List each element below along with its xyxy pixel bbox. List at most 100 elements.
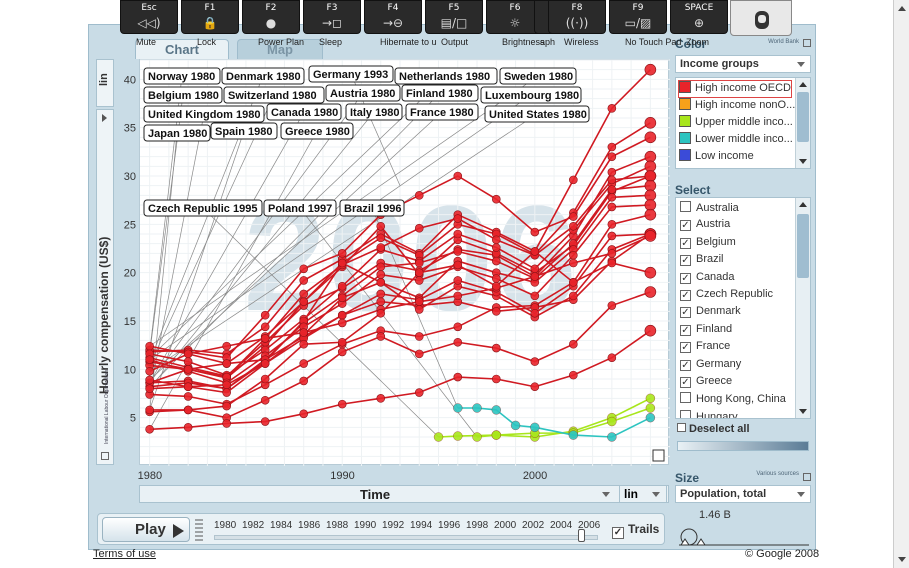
key-space[interactable]: SPACE ⊕ (670, 0, 728, 34)
key-f1[interactable]: F1 🔒 (181, 0, 239, 34)
data-point[interactable] (222, 380, 231, 390)
bubble-label-box[interactable] (499, 67, 577, 85)
bubble-label-box[interactable] (143, 67, 221, 85)
country-item[interactable]: ✓ Finland (680, 323, 732, 339)
data-point[interactable] (414, 297, 424, 306)
data-point[interactable] (337, 347, 347, 357)
data-point[interactable] (644, 230, 657, 242)
country-checkbox[interactable]: ✓ (680, 307, 691, 319)
data-point[interactable] (472, 432, 482, 442)
data-point[interactable] (607, 104, 617, 113)
country-checkbox[interactable]: ✓ (680, 324, 691, 336)
page-scrollbar[interactable] (893, 0, 909, 568)
data-point[interactable] (644, 117, 657, 129)
bubble-label-box[interactable] (394, 67, 498, 85)
data-point[interactable] (299, 376, 309, 386)
data-point[interactable] (414, 305, 424, 314)
key-f9[interactable]: F9 ▭/▨ (609, 0, 667, 34)
data-point[interactable] (376, 332, 386, 341)
bubble-label-box[interactable] (308, 65, 394, 83)
play-button[interactable]: Play (102, 517, 190, 542)
data-point[interactable] (183, 392, 193, 401)
bubble-label-box[interactable] (325, 84, 401, 102)
data-point[interactable] (337, 249, 347, 258)
data-point[interactable] (183, 405, 193, 415)
data-point[interactable] (414, 223, 424, 233)
data-point[interactable] (644, 170, 657, 182)
data-point[interactable] (145, 375, 154, 385)
bubble-label-box[interactable] (405, 103, 479, 121)
key-esc[interactable]: Esc ◁◁) (120, 0, 178, 34)
data-point[interactable] (145, 355, 154, 364)
x-scale-dropdown[interactable]: lin (619, 485, 667, 503)
data-point[interactable] (453, 403, 463, 413)
time-slider[interactable]: 1980 1982 1984 1986 1988 1990 1992 1994 1996 1998… (214, 518, 604, 544)
data-point[interactable] (453, 431, 463, 441)
data-point[interactable] (260, 359, 270, 368)
data-point[interactable] (414, 276, 424, 285)
data-point[interactable] (260, 322, 270, 332)
data-point[interactable] (183, 357, 193, 366)
data-point[interactable] (337, 293, 347, 303)
data-point[interactable] (183, 382, 193, 392)
color-expand-icon[interactable] (803, 39, 811, 47)
data-point[interactable] (222, 359, 231, 368)
data-point[interactable] (183, 349, 193, 359)
color-list[interactable]: High income OECD High income nonO... Upper… (675, 77, 811, 169)
data-point[interactable] (569, 339, 578, 349)
y-scale-toggle[interactable]: lin (96, 59, 114, 107)
data-point[interactable] (491, 343, 501, 353)
data-point[interactable] (414, 268, 424, 277)
data-point[interactable] (414, 332, 424, 341)
data-point[interactable] (376, 221, 386, 231)
data-point[interactable] (145, 424, 154, 434)
key-f4[interactable]: F4 →⊖ (364, 0, 422, 34)
data-point[interactable] (145, 341, 154, 351)
deselect-all-button[interactable]: Deselect all (677, 423, 750, 435)
data-point[interactable] (337, 399, 347, 409)
data-point[interactable] (491, 194, 501, 204)
data-point[interactable] (645, 403, 656, 413)
data-point[interactable] (644, 286, 657, 298)
data-point[interactable] (453, 214, 463, 223)
data-point[interactable] (299, 339, 309, 349)
key-f2[interactable]: F2 ● (242, 0, 300, 34)
data-point[interactable] (414, 191, 424, 200)
data-point[interactable] (337, 318, 347, 328)
data-point[interactable] (453, 276, 463, 285)
data-point[interactable] (222, 419, 231, 428)
data-point[interactable] (414, 258, 424, 268)
data-point[interactable] (607, 258, 617, 268)
data-point[interactable] (222, 401, 231, 411)
country-item[interactable]: ✓ France (680, 340, 730, 356)
country-item[interactable]: ✓ Czech Republic (680, 288, 773, 304)
data-point[interactable] (414, 388, 424, 397)
bubble-label-box[interactable] (339, 199, 405, 217)
data-point[interactable] (644, 131, 657, 144)
data-point[interactable] (491, 374, 501, 384)
data-point[interactable] (607, 167, 617, 177)
data-point[interactable] (299, 297, 309, 306)
data-point[interactable] (453, 171, 463, 181)
data-point[interactable] (607, 185, 617, 194)
bubble-label-box[interactable] (345, 103, 403, 121)
data-point[interactable] (530, 264, 540, 274)
country-item[interactable]: Australia (680, 201, 739, 217)
tab-map[interactable]: Map (237, 39, 323, 59)
data-point[interactable] (491, 281, 501, 291)
country-checkbox[interactable]: ✓ (680, 237, 691, 249)
scroll-thumb[interactable] (797, 214, 809, 278)
data-point[interactable] (530, 357, 540, 366)
data-point[interactable] (491, 405, 501, 415)
tab-chart[interactable]: Chart (135, 39, 229, 59)
bubble-label-box[interactable] (143, 124, 211, 142)
data-point[interactable] (644, 189, 657, 202)
data-point[interactable] (607, 249, 617, 258)
data-point[interactable] (644, 150, 657, 163)
opacity-slider[interactable] (677, 441, 809, 451)
y-axis-selector[interactable]: Hourly compensation (US$) International … (96, 109, 114, 465)
data-point[interactable] (644, 160, 657, 173)
data-point[interactable] (145, 405, 154, 415)
data-point[interactable] (530, 382, 540, 392)
trails-toggle[interactable]: ✓ Trails (612, 522, 659, 539)
